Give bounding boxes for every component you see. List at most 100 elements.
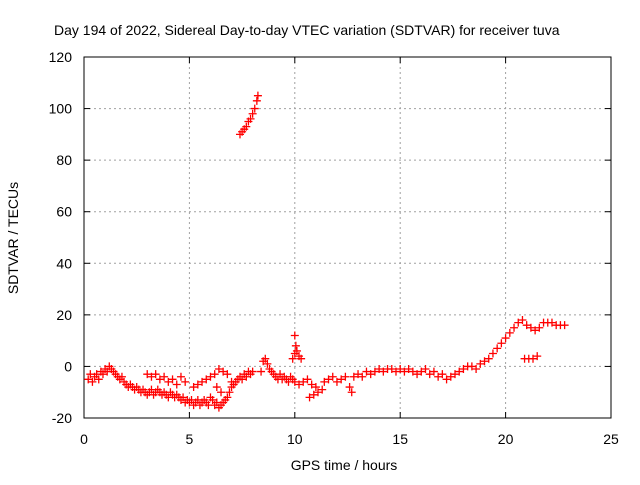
- data-point: [288, 354, 297, 363]
- data-point: [219, 367, 228, 376]
- data-point: [347, 388, 356, 397]
- data-point: [305, 393, 314, 402]
- data-point: [117, 372, 126, 381]
- data-point: [497, 339, 506, 348]
- y-tick-label: 40: [56, 255, 72, 271]
- data-point: [379, 367, 388, 376]
- data-point: [400, 367, 409, 376]
- data-point: [529, 354, 538, 363]
- data-point: [413, 370, 422, 379]
- x-tick-label: 20: [498, 431, 514, 447]
- data-point: [510, 323, 519, 332]
- chart-title: Day 194 of 2022, Sidereal Day-to-day VTE…: [54, 22, 560, 38]
- data-point: [518, 316, 527, 325]
- data-point: [155, 375, 164, 384]
- data-point: [320, 377, 329, 386]
- grid-layer: [84, 57, 611, 418]
- data-point: [246, 114, 255, 123]
- data-point: [253, 91, 262, 100]
- data-point: [160, 372, 169, 381]
- data-point: [442, 375, 451, 384]
- data-point: [438, 370, 447, 379]
- y-tick-label: -20: [52, 410, 72, 426]
- data-point: [522, 321, 531, 330]
- y-axis-label: SDTVAR / TECUs: [5, 182, 21, 294]
- y-tick-label: 0: [64, 358, 72, 374]
- data-point: [547, 318, 556, 327]
- tick-layer: 0 5 10 15 20 25 -20 0 20 40 60 80 100 120: [49, 49, 619, 447]
- data-point: [214, 365, 223, 374]
- data-point: [250, 104, 259, 113]
- data-point: [358, 372, 367, 381]
- data-point: [501, 334, 510, 343]
- data-point: [421, 365, 430, 374]
- data-point: [217, 388, 226, 397]
- data-point: [560, 321, 569, 330]
- data-point: [179, 393, 188, 402]
- data-point: [292, 346, 301, 355]
- data-point: [307, 380, 316, 389]
- data-point: [202, 375, 211, 384]
- x-tick-label: 15: [392, 431, 408, 447]
- data-point: [366, 370, 375, 379]
- data-point: [168, 375, 177, 384]
- data-point: [238, 375, 247, 384]
- data-points: [84, 91, 569, 412]
- data-point: [375, 365, 384, 374]
- data-point: [242, 372, 251, 381]
- data-point: [189, 383, 198, 392]
- data-point: [223, 370, 232, 379]
- data-point: [313, 388, 322, 397]
- y-tick-label: 120: [49, 49, 73, 65]
- x-axis-label: GPS time / hours: [291, 457, 398, 473]
- data-point: [276, 370, 285, 379]
- data-point: [531, 326, 540, 335]
- data-point: [484, 354, 493, 363]
- data-point: [299, 377, 308, 386]
- data-point: [248, 109, 257, 118]
- data-point: [493, 344, 502, 353]
- data-point: [446, 372, 455, 381]
- x-tick-label: 25: [603, 431, 619, 447]
- data-point: [248, 367, 257, 376]
- data-point: [295, 380, 304, 389]
- data-point: [164, 377, 173, 386]
- data-point: [533, 352, 542, 361]
- data-point: [227, 377, 236, 386]
- data-point: [472, 365, 481, 374]
- data-point: [212, 383, 221, 392]
- data-point: [261, 354, 270, 363]
- data-point: [455, 367, 464, 376]
- data-point: [318, 385, 327, 394]
- data-point: [480, 357, 489, 366]
- data-point: [417, 367, 426, 376]
- data-point: [309, 390, 318, 399]
- data-point: [408, 367, 417, 376]
- data-point: [223, 393, 232, 402]
- data-point: [147, 372, 156, 381]
- data-point: [94, 375, 103, 384]
- data-point: [311, 383, 320, 392]
- data-point: [198, 377, 207, 386]
- data-point: [391, 367, 400, 376]
- data-point: [84, 375, 93, 384]
- data-point: [297, 354, 306, 363]
- data-point: [505, 328, 514, 337]
- data-point: [337, 375, 346, 384]
- data-point: [354, 370, 363, 379]
- data-point: [210, 370, 219, 379]
- data-point: [290, 377, 299, 386]
- data-point: [252, 96, 261, 105]
- plot-frame: [83, 56, 612, 419]
- data-point: [176, 372, 185, 381]
- data-point: [451, 370, 460, 379]
- data-point: [172, 380, 181, 389]
- y-tick-label: 60: [56, 204, 72, 220]
- x-tick-label: 5: [186, 431, 194, 447]
- data-point: [341, 372, 350, 381]
- data-point: [263, 359, 272, 368]
- x-tick-label: 10: [287, 431, 303, 447]
- data-point: [345, 383, 354, 392]
